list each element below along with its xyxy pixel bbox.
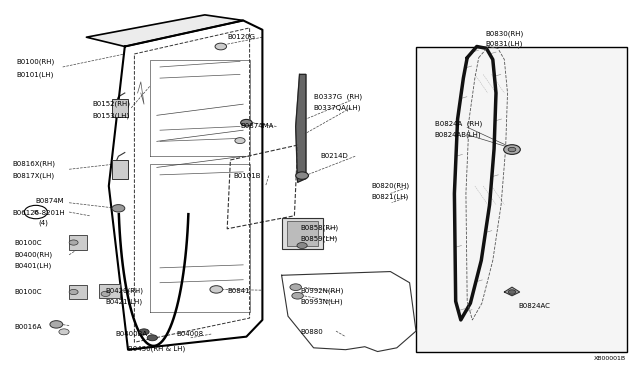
Circle shape: [112, 205, 125, 212]
Polygon shape: [86, 15, 243, 46]
Text: B0016A: B0016A: [14, 324, 42, 330]
Bar: [112, 160, 128, 179]
Text: B0152(RH): B0152(RH): [93, 101, 131, 108]
Circle shape: [241, 119, 252, 126]
Text: B0120G: B0120G: [227, 34, 255, 40]
Circle shape: [292, 292, 303, 299]
Text: B0874M: B0874M: [35, 198, 64, 204]
Text: B0816X(RH): B0816X(RH): [13, 160, 56, 167]
Text: B0100C: B0100C: [14, 289, 42, 295]
Text: B: B: [34, 209, 38, 215]
Text: B0153(LH): B0153(LH): [93, 113, 130, 119]
Text: B0400(RH): B0400(RH): [14, 251, 52, 258]
Circle shape: [139, 329, 149, 335]
Text: B0993N(LH): B0993N(LH): [301, 299, 344, 305]
Text: B0880: B0880: [301, 329, 324, 335]
Text: B0824A  (RH): B0824A (RH): [435, 120, 483, 127]
Circle shape: [69, 289, 78, 295]
Text: B04008: B04008: [176, 331, 203, 337]
Circle shape: [235, 138, 245, 144]
Text: B0874MA: B0874MA: [240, 124, 273, 129]
Text: B0421(LH): B0421(LH): [106, 299, 143, 305]
Bar: [69, 235, 87, 250]
Text: B0420(RH): B0420(RH): [106, 288, 143, 294]
Text: B0100(RH): B0100(RH): [16, 58, 54, 65]
Circle shape: [215, 43, 227, 50]
Text: B0830(RH): B0830(RH): [485, 30, 524, 37]
Text: B06126-8201H: B06126-8201H: [13, 210, 65, 216]
Text: B0841: B0841: [227, 288, 250, 294]
Text: B0430(RH & LH): B0430(RH & LH): [128, 346, 185, 352]
Bar: [69, 285, 87, 299]
Bar: [287, 221, 318, 246]
Text: B0100C: B0100C: [14, 240, 42, 246]
Circle shape: [101, 291, 110, 296]
Bar: [416, 46, 627, 352]
Text: B0831(LH): B0831(LH): [485, 41, 522, 47]
Text: (4): (4): [38, 220, 48, 227]
Text: B0859(LH): B0859(LH): [301, 235, 338, 242]
Text: B0858(RH): B0858(RH): [301, 224, 339, 231]
Text: B0401(LH): B0401(LH): [14, 263, 51, 269]
Bar: [282, 218, 323, 249]
Circle shape: [297, 243, 307, 248]
Text: B0101B: B0101B: [234, 173, 261, 179]
Circle shape: [59, 329, 69, 335]
Text: B0817X(LH): B0817X(LH): [13, 172, 55, 179]
Circle shape: [69, 240, 78, 245]
Text: XB00001B: XB00001B: [594, 356, 626, 361]
Circle shape: [508, 290, 516, 294]
Circle shape: [50, 321, 63, 328]
Text: B0337QA(LH): B0337QA(LH): [314, 105, 361, 111]
Circle shape: [210, 286, 223, 293]
Circle shape: [504, 145, 520, 154]
Text: B0821(LH): B0821(LH): [371, 194, 408, 201]
Text: B0214D: B0214D: [320, 153, 348, 159]
Text: B0824AC: B0824AC: [518, 303, 550, 309]
Text: B0820(RH): B0820(RH): [371, 183, 410, 189]
Bar: [112, 99, 128, 117]
Circle shape: [290, 284, 301, 291]
Circle shape: [508, 147, 516, 152]
Polygon shape: [504, 287, 520, 296]
Polygon shape: [296, 74, 306, 182]
Text: B0400BA: B0400BA: [115, 331, 147, 337]
Text: B0824AB(LH): B0824AB(LH): [434, 131, 481, 138]
Text: B0337G  (RH): B0337G (RH): [314, 93, 362, 100]
Text: B0101(LH): B0101(LH): [16, 71, 53, 78]
Bar: [99, 284, 120, 298]
Text: B0992N(RH): B0992N(RH): [301, 288, 344, 294]
Circle shape: [296, 172, 308, 179]
Circle shape: [147, 335, 157, 341]
